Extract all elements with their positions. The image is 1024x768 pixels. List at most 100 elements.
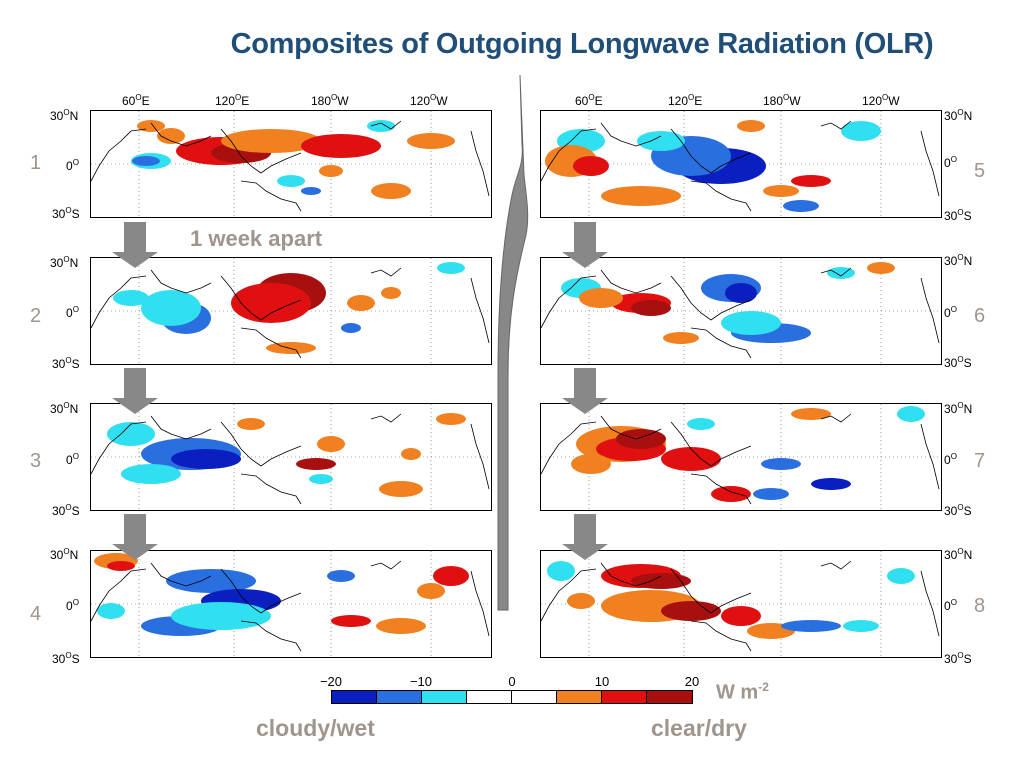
- olr-anomaly-region: [367, 120, 395, 132]
- coastline: [690, 620, 752, 652]
- colorbar-tick: 20: [684, 674, 700, 689]
- olr-anomaly-region: [327, 570, 355, 582]
- coastline: [600, 122, 662, 147]
- lon-label-120w-left: 120OW: [410, 93, 448, 108]
- olr-anomaly-region: [379, 481, 423, 497]
- legend-wet-label: cloudy/wet: [256, 715, 375, 741]
- olr-anomaly-region: [417, 583, 445, 599]
- olr-anomaly-region: [319, 165, 343, 177]
- lon-label-180w-left: 180OW: [311, 93, 349, 108]
- coastline: [690, 180, 752, 212]
- olr-anomaly-region: [571, 454, 611, 474]
- lon-label-60e-left: 60OE: [122, 93, 150, 108]
- coastline: [240, 327, 302, 359]
- lat-label-30s-row4-left: 30OS: [52, 651, 80, 666]
- olr-anomaly-region: [277, 175, 305, 187]
- lon-label-120e-right: 120OE: [668, 93, 703, 108]
- olr-anomaly-region: [687, 418, 715, 430]
- map-panel-4: [90, 550, 492, 658]
- lat-label-eq-row3-right: 0O: [944, 452, 957, 467]
- olr-anomaly-region: [637, 131, 685, 151]
- olr-anomaly-region: [137, 120, 165, 132]
- lat-label-30s-row4-right: 30OS: [944, 651, 972, 666]
- olr-anomaly-region: [761, 458, 801, 470]
- colorbar-tick: −10: [409, 674, 433, 689]
- coastline: [600, 562, 662, 587]
- lon-label-120e-left: 120OE: [215, 93, 250, 108]
- lat-label-30s-row1-right: 30OS: [944, 208, 972, 223]
- olr-anomaly-region: [371, 183, 411, 199]
- colorbar-swatch: [422, 691, 467, 703]
- lat-label-30n-row2-left: 30ON: [50, 255, 79, 270]
- olr-anomaly-region: [721, 311, 781, 335]
- lat-label-eq-row2-right: 0O: [944, 305, 957, 320]
- coastline: [91, 421, 147, 475]
- coastline: [220, 128, 302, 174]
- coastline: [91, 128, 147, 182]
- olr-anomaly-region: [107, 422, 155, 446]
- curved-up-arrow-icon: [497, 75, 529, 611]
- olr-anomaly-region: [407, 133, 455, 149]
- lat-label-30n-row4-right: 30ON: [944, 547, 973, 562]
- coastline: [670, 128, 752, 174]
- map-panel-7-svg: [541, 404, 941, 510]
- olr-anomaly-region: [841, 121, 881, 141]
- panel-number-2: 2: [30, 305, 42, 327]
- coastline: [150, 415, 212, 440]
- olr-anomaly-region: [309, 474, 333, 484]
- olr-anomaly-region: [166, 569, 256, 593]
- olr-anomaly-region: [887, 568, 915, 584]
- coastline: [470, 130, 490, 197]
- map-panel-1-svg: [91, 111, 491, 217]
- colorbar-swatch: [602, 691, 647, 703]
- colorbar-tick: 10: [594, 674, 610, 689]
- olr-anomaly-region: [783, 200, 819, 212]
- lat-label-eq-row1-left: 0O: [66, 158, 79, 173]
- coastline: [150, 562, 212, 587]
- colorbar-swatch: [332, 691, 377, 703]
- lat-label-30s-row1-left: 30OS: [52, 206, 80, 221]
- map-panel-2-svg: [91, 258, 491, 364]
- olr-anomaly-region: [141, 290, 201, 326]
- olr-anomaly-region: [601, 186, 681, 206]
- olr-anomaly-region: [381, 287, 401, 299]
- map-panel-3-svg: [91, 404, 491, 510]
- lat-label-eq-row4-left: 0O: [66, 598, 79, 613]
- coastline: [600, 415, 662, 440]
- map-panel-5-svg: [541, 111, 941, 217]
- lat-label-30n-row1-right: 30ON: [944, 108, 973, 123]
- coastline: [820, 267, 852, 277]
- olr-anomaly-region: [573, 156, 609, 176]
- coastline: [220, 568, 302, 614]
- olr-anomaly-region: [721, 606, 761, 626]
- coastline: [370, 267, 402, 277]
- lon-label-180w-right: 180OW: [763, 93, 801, 108]
- coastline: [820, 560, 852, 570]
- olr-anomaly-region: [791, 408, 831, 420]
- coastline: [690, 473, 752, 505]
- colorbar-swatch: [377, 691, 422, 703]
- week-apart-annotation: 1 week apart: [190, 226, 323, 251]
- olr-anomaly-region: [376, 618, 426, 634]
- panel-number-5: 5: [974, 160, 986, 182]
- olr-anomaly-region: [301, 187, 321, 195]
- down-arrow-icon: [562, 514, 608, 560]
- coastline: [541, 128, 597, 182]
- coastline: [240, 620, 302, 652]
- coastline: [541, 568, 597, 622]
- coastline: [820, 120, 852, 130]
- olr-anomaly-region: [763, 185, 799, 197]
- olr-anomaly-region: [132, 156, 160, 166]
- coastline: [470, 423, 490, 490]
- olr-anomaly-region: [631, 300, 671, 316]
- coastline: [920, 130, 940, 197]
- olr-anomaly-region: [791, 175, 831, 187]
- lat-label-30n-row2-right: 30ON: [944, 253, 973, 268]
- coastline: [670, 568, 752, 614]
- coastline: [91, 275, 147, 329]
- colorbar-unit: W m-2: [716, 680, 769, 704]
- olr-anomaly-region: [121, 464, 181, 484]
- olr-anomaly-region: [843, 620, 879, 632]
- olr-anomaly-region: [331, 615, 371, 627]
- olr-anomaly-region: [296, 458, 336, 470]
